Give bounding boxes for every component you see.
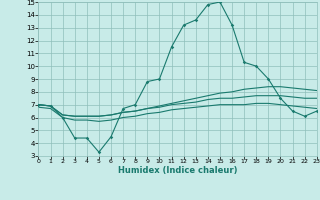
X-axis label: Humidex (Indice chaleur): Humidex (Indice chaleur) (118, 166, 237, 175)
